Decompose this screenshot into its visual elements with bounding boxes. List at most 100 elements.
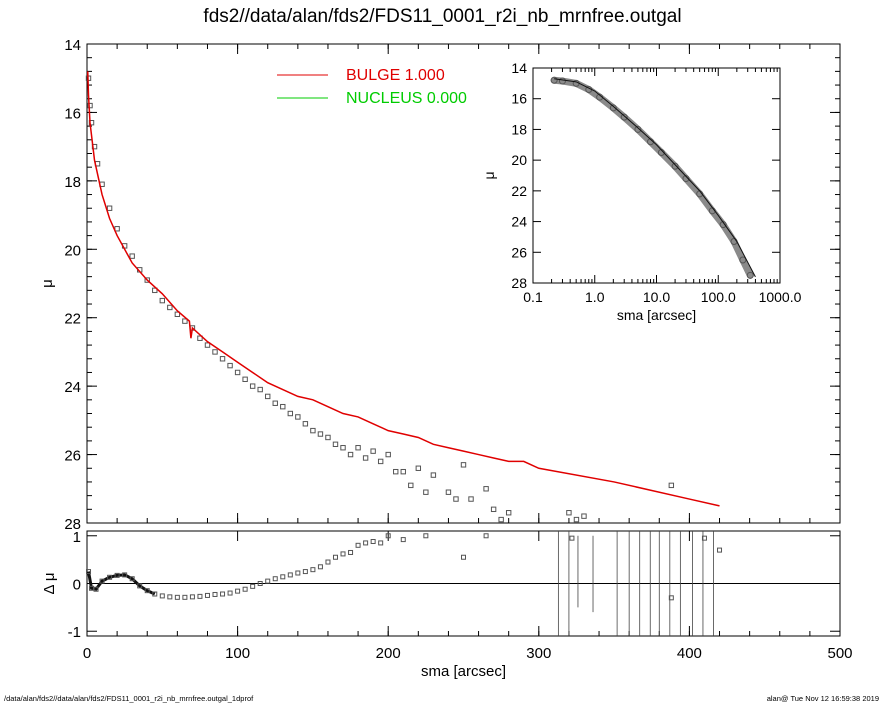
residual-point (668, 595, 674, 601)
inset-data-point (620, 113, 628, 121)
data-point (445, 489, 452, 495)
data-point (212, 349, 218, 355)
residual-point (152, 591, 158, 597)
residual-point (114, 572, 120, 578)
inset-y-axis-label: μ (481, 171, 497, 179)
data-point (325, 434, 331, 441)
chart-title: fds2//data/alan/fds2/FDS11_0001_r2i_nb_m… (203, 6, 682, 27)
residual-point (189, 594, 195, 600)
data-point (430, 472, 437, 478)
residual-point (107, 574, 113, 580)
data-point (483, 486, 489, 492)
inset-y-tick-label: 28 (511, 275, 527, 291)
inset-plot: 14 16 18 20 22 24 26 280.1 1.0 10.0 100.0 1000.0 sma… (481, 56, 802, 331)
inset-y-tick-label: 24 (511, 214, 527, 230)
main-plot: 14 16 18 20 22 24 26 28 μ (39, 37, 841, 533)
residual-point (272, 576, 278, 582)
residual-point (174, 594, 180, 600)
bulge-model-line (87, 71, 720, 507)
data-point (287, 410, 294, 417)
data-point (174, 311, 181, 317)
y-tick-label: 28 (64, 516, 81, 533)
residual-point (167, 594, 173, 600)
residual-point (370, 539, 376, 544)
data-point (280, 403, 286, 410)
data-point (370, 448, 376, 454)
data-point (385, 451, 391, 458)
data-point (152, 287, 158, 294)
data-point (317, 431, 324, 437)
residual-point (227, 590, 233, 596)
y-tick-label: 24 (64, 379, 81, 396)
data-point (204, 342, 211, 348)
x-tick-label: 100 (225, 645, 250, 662)
residual-point (295, 570, 301, 576)
data-point (106, 205, 113, 211)
data-point (249, 383, 256, 389)
residual-point (355, 542, 361, 548)
data-point (340, 445, 346, 451)
y-tick-label: 22 (64, 311, 81, 328)
residual-point (310, 567, 316, 573)
inset-data-point (746, 271, 754, 279)
residual-point (717, 547, 723, 553)
data-point (505, 510, 512, 516)
residual-point (265, 578, 271, 584)
residual-point (235, 588, 241, 594)
data-point (453, 496, 459, 502)
data-point (408, 482, 414, 489)
residual-point (280, 574, 286, 580)
data-point (272, 400, 278, 406)
y-tick-label: 26 (64, 448, 81, 465)
residual-point (483, 533, 489, 539)
y-tick-label: 18 (64, 174, 81, 191)
data-point (182, 318, 188, 324)
residual-point (182, 594, 188, 600)
data-point (566, 510, 572, 516)
data-point (347, 451, 354, 458)
footer-path: /data/alan/fds2//data/alan/fds2/FDS11_00… (4, 694, 254, 703)
x-tick-label: 200 (376, 645, 401, 662)
data-point (219, 356, 226, 362)
data-point (423, 489, 429, 495)
legend-label: NUCLEUS 0.000 (346, 90, 467, 107)
y-tick-label: 14 (64, 37, 81, 54)
x-axis-label: sma [arcsec] (421, 663, 506, 680)
residual-point (423, 533, 429, 539)
inset-data-point (558, 77, 566, 85)
residual-point (144, 588, 150, 594)
residual-point (197, 593, 203, 599)
inset-data-point (634, 125, 642, 133)
data-point (265, 393, 271, 400)
main-plot-frame (86, 43, 841, 524)
data-point (468, 496, 474, 502)
residual-point (385, 533, 391, 539)
inset-y-tick-label: 22 (511, 183, 527, 199)
x-tick-label: 500 (827, 645, 852, 662)
residual-point (317, 564, 323, 570)
data-point (377, 458, 384, 465)
residual-point (250, 583, 256, 589)
legend-label: BULGE 1.000 (346, 67, 445, 84)
residual-point (348, 549, 354, 555)
x-tick-label: 0 (83, 645, 91, 662)
data-point (197, 335, 203, 341)
data-point (87, 102, 93, 109)
data-point (242, 376, 248, 383)
data-point (234, 369, 241, 376)
inset-background (483, 56, 792, 331)
inset-data-point (682, 175, 690, 183)
data-point (144, 277, 150, 283)
residual-point (378, 540, 384, 546)
y-axis-label: μ (39, 279, 56, 288)
data-point (257, 386, 263, 393)
residual-point (302, 569, 308, 575)
inset-x-tick-label: 10.0 (643, 289, 670, 305)
residual-point (220, 591, 226, 597)
residual-point (701, 535, 707, 541)
data-point (668, 482, 675, 489)
inset-model-line (554, 78, 756, 278)
data-point (167, 304, 173, 311)
inset-y-tick-label: 16 (511, 91, 527, 107)
